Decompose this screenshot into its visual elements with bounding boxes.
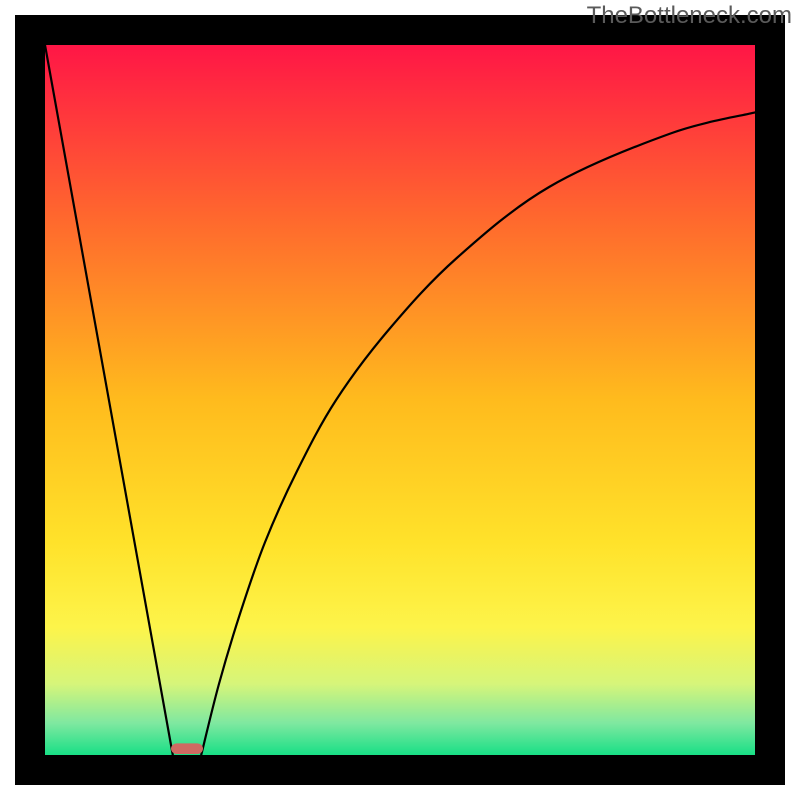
root: TheBottleneck.com: [0, 0, 800, 800]
watermark-text: TheBottleneck.com: [587, 2, 792, 30]
gradient-background: [45, 45, 755, 755]
optimal-zone-marker: [171, 743, 203, 754]
plot-layers: [30, 30, 770, 770]
bottleneck-curve-chart: [0, 0, 800, 800]
